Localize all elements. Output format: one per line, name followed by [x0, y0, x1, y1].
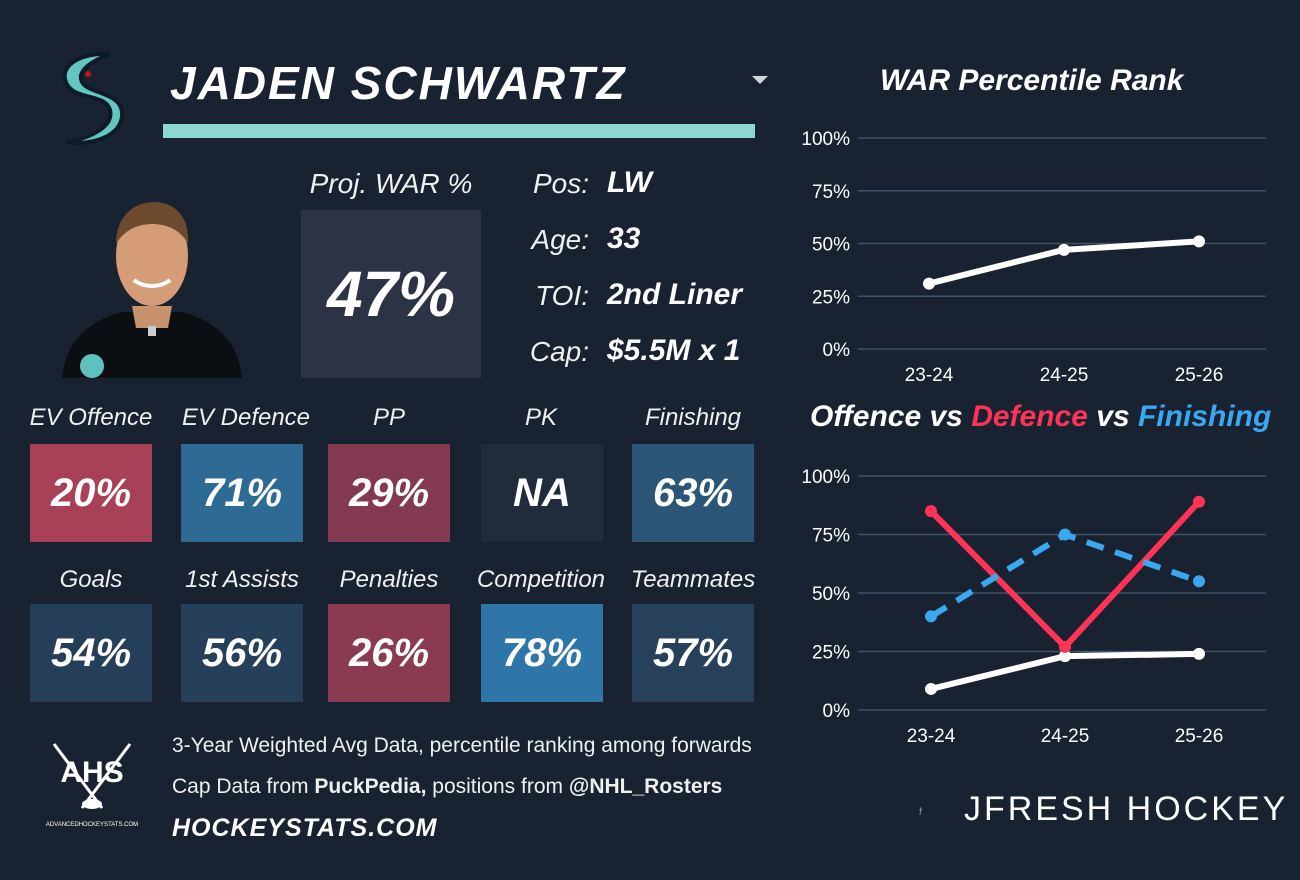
- war-chart-ytick-label: 100%: [801, 129, 850, 150]
- war-chart-ytick-label: 25%: [812, 287, 850, 308]
- war-chart-ytick-label: 0%: [823, 340, 851, 361]
- info-value-cap: $5.5M x 1: [607, 334, 741, 367]
- odf-title-vs-2: vs: [1087, 400, 1138, 433]
- stat-box-teammates: 57%: [632, 604, 754, 702]
- player-dropdown-caret-icon[interactable]: [752, 76, 768, 84]
- odf-chart-offence-point: [1193, 647, 1205, 660]
- jfresh-logo-icon: [918, 807, 923, 815]
- stat-label-pk: PK: [524, 404, 557, 431]
- stat-label-pp: PP: [372, 404, 405, 431]
- ahs-logo-subtext: ADVANCEDHOCKEYSTATS.COM: [46, 822, 138, 828]
- odf-chart-xtick-label: 24-25: [1041, 726, 1090, 747]
- stat-box-ev-defence: 71%: [181, 444, 303, 542]
- player-headshot: [62, 202, 242, 378]
- footer-pos-mid: positions from: [426, 775, 569, 798]
- stat-box-competition: 78%: [481, 604, 603, 702]
- proj-war-label: Proj. WAR %: [309, 168, 473, 199]
- odf-title-finishing: Finishing: [1137, 400, 1272, 433]
- stat-label-goals: Goals: [59, 566, 123, 593]
- war-chart-war-point: [923, 277, 935, 290]
- stat-box-1st-assists: 56%: [181, 604, 303, 702]
- war-chart-xtick-label: 23-24: [905, 365, 954, 386]
- odf-title-vs-1: vs: [921, 400, 972, 433]
- odf-chart-ytick-label: 100%: [801, 467, 850, 488]
- info-value-pos: LW: [607, 166, 652, 199]
- odf-chart-ytick-label: 0%: [823, 701, 851, 722]
- footer-cap-prefix: Cap Data from: [172, 775, 315, 798]
- footer-cap-source: PuckPedia,: [314, 775, 427, 798]
- offence-defence-finishing-chart: 0% 25% 50% 75% 100% 23-24 24-25 25-26: [801, 467, 1266, 747]
- footer-pos-handle: @NHL_Rosters: [568, 775, 723, 798]
- stat-label-teammates: Teammates: [630, 566, 756, 593]
- info-value-age: 33: [607, 222, 641, 255]
- odf-chart-defence-point: [925, 505, 937, 518]
- war-percentile-chart: 0% 25% 50% 75% 100% 23-24 24-25 25-26: [801, 129, 1266, 386]
- odf-chart-xtick-label: 25-26: [1175, 726, 1224, 747]
- odf-chart-offence-point: [1059, 650, 1071, 663]
- stat-label-1st-assists: 1st Assists: [185, 566, 299, 593]
- odf-chart-xtick-label: 23-24: [907, 726, 956, 747]
- stat-box-finishing: 63%: [632, 444, 754, 542]
- stat-box-ev-offence: 20%: [30, 444, 152, 542]
- war-chart-ytick-label: 75%: [812, 182, 850, 203]
- proj-war-value: 47%: [301, 210, 481, 378]
- stat-label-ev-defence: EV Defence: [181, 404, 311, 431]
- footer-note-data: 3-Year Weighted Avg Data, percentile ran…: [172, 734, 752, 757]
- stat-box-pp: 29%: [328, 444, 450, 542]
- war-chart-xtick-label: 24-25: [1040, 365, 1089, 386]
- stat-box-pk: NA: [481, 444, 603, 542]
- war-chart-title: WAR Percentile Rank: [880, 64, 1184, 97]
- player-name: JADEN SCHWARTZ: [170, 57, 627, 109]
- kraken-logo: [62, 51, 125, 145]
- stat-label-ev-offence: EV Offence: [29, 404, 153, 431]
- odf-title-offence: Offence: [810, 400, 922, 433]
- stat-box-penalties: 26%: [328, 604, 450, 702]
- war-chart-ytick-label: 50%: [812, 235, 850, 256]
- name-underline: [163, 124, 755, 138]
- ahs-logo-text: AHS: [60, 756, 123, 789]
- info-label-age: Age:: [531, 224, 589, 255]
- war-chart-war-point: [1058, 243, 1070, 256]
- odf-chart-ytick-label: 75%: [812, 526, 850, 547]
- stat-label-finishing: Finishing: [644, 404, 742, 431]
- info-label-pos: Pos:: [532, 168, 589, 199]
- info-value-toi: 2nd Liner: [607, 278, 743, 311]
- footer-url: HOCKEYSTATS.COM: [172, 814, 438, 842]
- odf-chart-finishing-point: [1193, 575, 1205, 588]
- odf-chart-defence-point: [1059, 640, 1071, 653]
- odf-chart-finishing-point: [1059, 528, 1071, 541]
- ahs-logo: AHS ADVANCEDHOCKEYSTATS.COM: [46, 743, 138, 828]
- footer-note-sources: Cap Data from PuckPedia, positions from …: [172, 775, 722, 799]
- war-chart-xtick-label: 25-26: [1175, 365, 1224, 386]
- brand-name: JFRESH HOCKEY: [964, 790, 1289, 828]
- odf-title-defence: Defence: [971, 400, 1088, 433]
- stat-box-goals: 54%: [30, 604, 152, 702]
- stat-label-competition: Competition: [476, 566, 606, 593]
- odf-chart-defence-point: [1193, 495, 1205, 508]
- odf-chart-title: Offence vs Defence vs Finishing: [810, 400, 1271, 434]
- info-label-toi: TOI:: [535, 280, 589, 311]
- odf-chart-defence-line: [928, 499, 1202, 650]
- odf-chart-finishing-point: [925, 610, 937, 623]
- odf-chart-ytick-label: 25%: [812, 643, 850, 664]
- info-label-cap: Cap:: [529, 336, 589, 367]
- odf-chart-offence-point: [925, 682, 937, 695]
- war-chart-war-point: [1193, 235, 1205, 248]
- odf-chart-ytick-label: 50%: [812, 584, 850, 605]
- stat-label-penalties: Penalties: [339, 566, 439, 593]
